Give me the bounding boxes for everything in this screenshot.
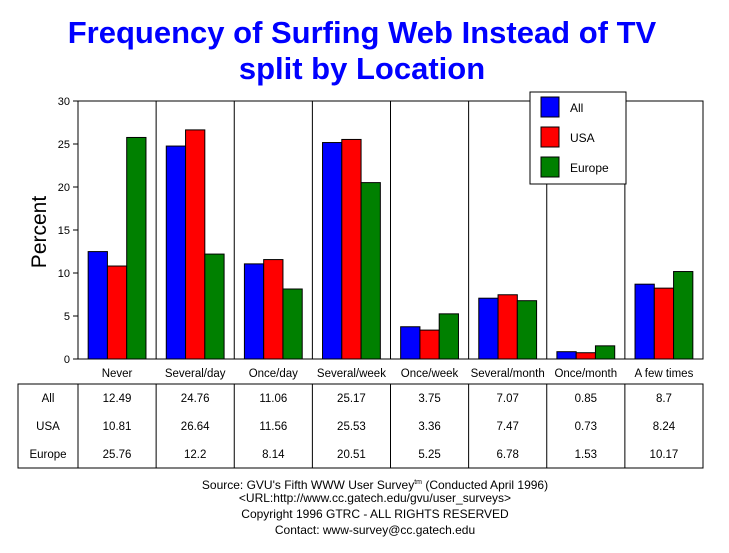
x-tick-label: A few times: [635, 368, 694, 380]
legend-swatch-europe: [540, 156, 560, 178]
bar-europe: [282, 288, 303, 360]
bar-europe: [360, 182, 381, 360]
bar-all: [243, 263, 265, 360]
bar-usa: [106, 265, 128, 360]
table-cell: 7.47: [496, 421, 518, 433]
table-cell: 7.07: [496, 393, 518, 405]
bar-usa: [185, 129, 206, 360]
bar-all: [400, 326, 421, 360]
source-contact: Contact: www-survey@cc.gatech.edu: [275, 523, 475, 537]
data-table: All 12.49 24.76 11.06 25.17 3.75 7.07 0.85 8.7 US…: [17, 383, 704, 469]
bar-usa: [263, 259, 284, 360]
bar-all: [634, 283, 655, 360]
table-frame: [17, 383, 704, 469]
y-tick-label: 15: [58, 225, 70, 237]
table-cell: 25.17: [337, 393, 366, 405]
table-cell: 8.14: [262, 449, 285, 461]
chart-title-line-2: split by Location: [239, 51, 485, 86]
y-tick-label: 20: [58, 182, 70, 194]
chart-title: Frequency of Surfing Web Instead of TVsp…: [68, 15, 657, 86]
y-tick-label: 10: [58, 268, 70, 280]
table-cell: 0.73: [575, 421, 597, 433]
source-line-1: Source: GVU's Fifth WWW User Surveytm (C…: [202, 478, 548, 492]
table-cell: 24.76: [181, 393, 210, 405]
table-cell: 20.51: [337, 449, 366, 461]
table-cell: 25.53: [337, 421, 366, 433]
source-copyright: Copyright 1996 GTRC - ALL RIGHTS RESERVE…: [241, 507, 509, 521]
legend-swatch-usa: [540, 126, 560, 148]
y-tick-label: 0: [64, 354, 70, 366]
x-tick-label: Several/day: [165, 368, 226, 380]
legend-label-usa: USA: [570, 131, 595, 145]
bar-usa: [575, 352, 596, 360]
table-cell: 10.17: [650, 449, 679, 461]
table-cell: 0.85: [575, 393, 597, 405]
y-axis-label: Percent: [28, 196, 51, 269]
bar-all: [478, 297, 499, 360]
bar-all: [87, 251, 108, 360]
x-tick-label: Once/day: [249, 368, 298, 380]
table-cell: 8.7: [656, 393, 672, 405]
bar-europe: [204, 253, 225, 360]
table-cell: 12.2: [184, 449, 206, 461]
source-url: <URL:http://www.cc.gatech.edu/gvu/user_s…: [239, 491, 511, 505]
table-cell: 3.36: [418, 421, 440, 433]
bar-all: [322, 142, 343, 360]
x-tick-label: Never: [102, 368, 133, 380]
table-cell: 25.76: [103, 449, 132, 461]
legend-label-europe: Europe: [570, 161, 609, 175]
table-cell: 11.06: [259, 393, 287, 405]
legend-swatch-all: [540, 96, 560, 118]
table-cell: 12.49: [103, 393, 132, 405]
table-cell: 8.24: [653, 421, 676, 433]
bar-usa: [497, 294, 518, 360]
y-tick-label: 30: [58, 96, 70, 108]
bar-europe: [438, 313, 459, 360]
legend-label-all: All: [570, 101, 583, 115]
bar-usa: [341, 138, 362, 360]
bar-europe: [673, 271, 694, 360]
table-cell: 1.53: [575, 449, 597, 461]
y-tick-label: 25: [58, 139, 70, 151]
bar-europe: [516, 300, 538, 360]
bar-all: [165, 145, 187, 360]
x-tick-label: Once/month: [554, 368, 617, 380]
source-note: Source: GVU's Fifth WWW User Surveytm (C…: [202, 478, 548, 537]
bar-usa: [419, 329, 440, 360]
x-tick-label: Several/week: [317, 368, 386, 380]
bar-europe: [594, 345, 616, 360]
table-cell: 5.25: [418, 449, 440, 461]
table-cell: 10.81: [103, 421, 132, 433]
y-tick-label: 5: [64, 311, 70, 323]
table-cell: 11.56: [259, 421, 287, 433]
chart-title-line-1: Frequency of Surfing Web Instead of TV: [68, 15, 657, 50]
table-cell: 26.64: [181, 421, 210, 433]
table-cell: 6.78: [496, 449, 518, 461]
legend: All USA Europe: [529, 91, 627, 185]
bar-europe: [126, 136, 147, 360]
bar-all: [556, 351, 577, 360]
x-tick-label: Once/week: [401, 368, 459, 380]
plot-frame: [77, 100, 704, 360]
bar-usa: [653, 287, 675, 360]
table-cell: 3.75: [418, 393, 440, 405]
table-row-header: All: [42, 393, 55, 405]
table-row-header: USA: [36, 421, 60, 433]
table-row-header: Europe: [29, 449, 66, 461]
x-tick-label: Several/month: [471, 368, 545, 380]
